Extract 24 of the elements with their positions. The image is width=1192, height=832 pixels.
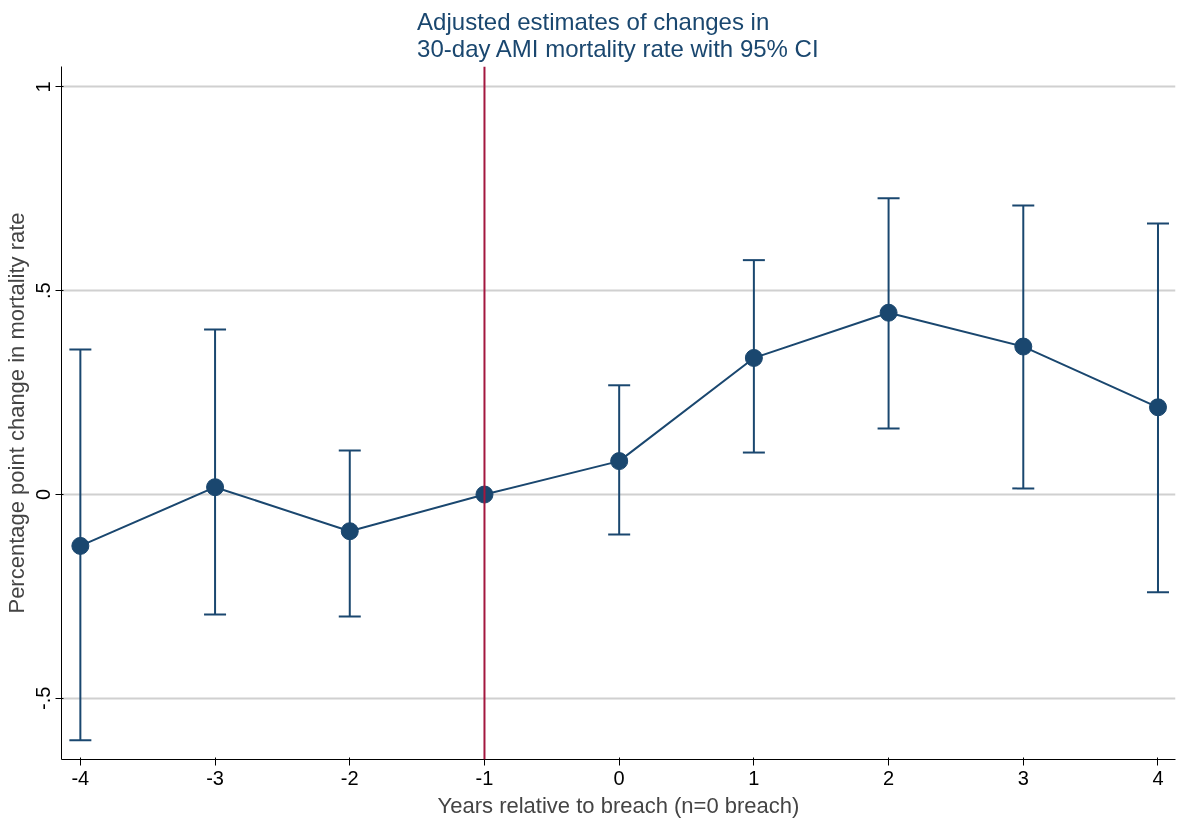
chart-title: Adjusted estimates of changes in 30-day AMI mortality rate with 95% CI	[417, 7, 819, 62]
point	[1014, 337, 1033, 356]
x-tick-label: -3	[206, 766, 224, 789]
point	[1148, 398, 1167, 417]
point	[71, 536, 90, 555]
y-axis-title: Percentage point change in mortality rate	[3, 212, 29, 614]
x-tick-label: 2	[883, 766, 895, 789]
point	[610, 452, 629, 471]
point	[744, 348, 763, 367]
x-tick-label: 3	[1017, 766, 1029, 789]
x-tick-label: 0	[613, 766, 625, 789]
x-tick-label: -4	[71, 766, 90, 789]
point	[340, 522, 359, 541]
point	[879, 303, 898, 322]
x-tick-label: -1	[475, 766, 494, 789]
y-tick-label: -.5	[32, 686, 55, 711]
y-tick-label: .5	[32, 282, 55, 300]
point	[206, 478, 225, 497]
x-axis-title: Years relative to breach (n=0 breach)	[437, 792, 800, 818]
y-tick-label: 1	[32, 81, 55, 93]
y-tick-label: 0	[32, 488, 55, 501]
x-tick-label: -2	[340, 766, 359, 789]
x-tick-label: 4	[1152, 766, 1164, 789]
x-tick-label: 1	[748, 766, 760, 789]
